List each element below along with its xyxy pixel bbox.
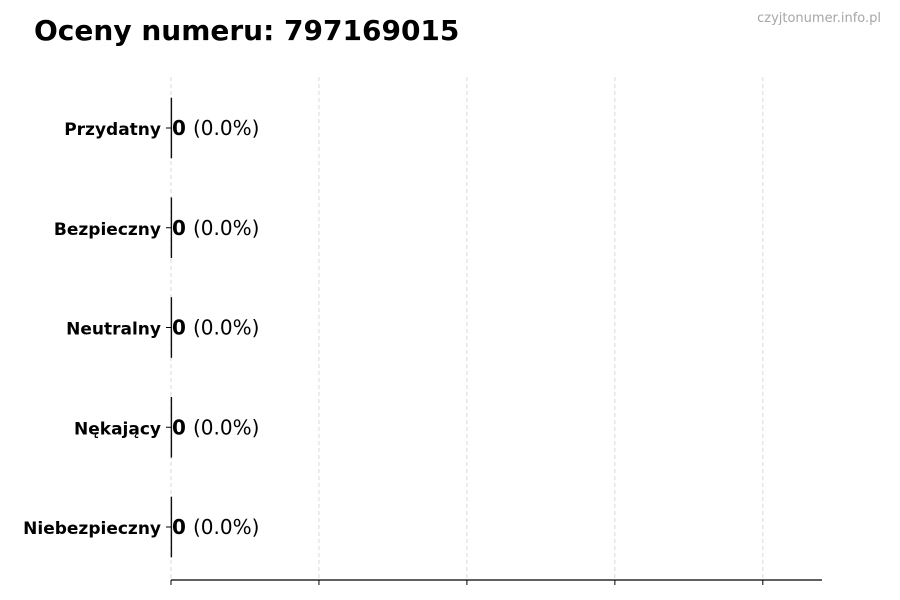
watermark: czyjtonumer.info.pl [757, 11, 881, 26]
value-label: 0 [172, 116, 186, 140]
value-label: 0 [172, 316, 186, 340]
value-label: 0 [172, 216, 186, 240]
y-tick-label: Przydatny [64, 120, 161, 140]
value-label: 0 [172, 515, 186, 539]
y-tick-label: Neutralny [66, 320, 161, 340]
percent-label: (0.0%) [193, 515, 259, 539]
percent-label: (0.0%) [193, 216, 259, 240]
percent-label: (0.0%) [193, 415, 259, 439]
y-tick-label: Bezpieczny [54, 220, 161, 240]
value-label: 0 [172, 415, 186, 439]
y-tick-label: Niebezpieczny [23, 519, 161, 539]
chart-title: Oceny numeru: 797169015 [34, 14, 459, 47]
percent-label: (0.0%) [193, 116, 259, 140]
y-tick-label: Nękający [74, 419, 161, 439]
percent-label: (0.0%) [193, 316, 259, 340]
